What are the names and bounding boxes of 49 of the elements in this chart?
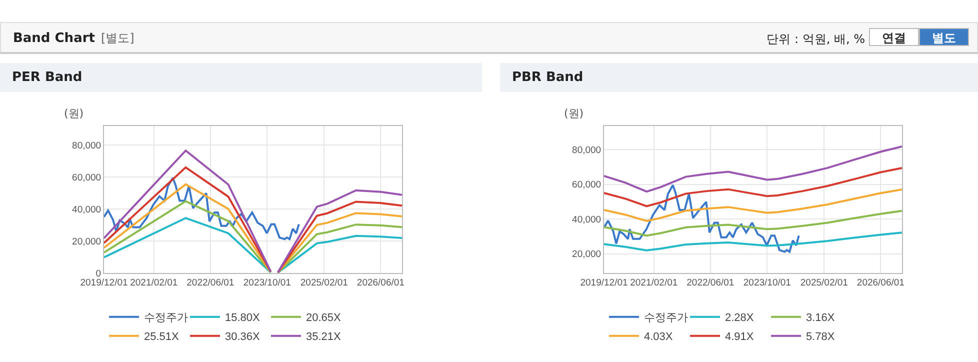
line-series xyxy=(604,188,902,222)
y-tick-label: 20,000 xyxy=(72,236,102,248)
y-axis-title: (원) xyxy=(564,107,584,120)
chart-title: PER Band xyxy=(0,63,482,92)
x-tick-label: 2022/06/01 xyxy=(186,277,234,288)
y-axis-title: (원) xyxy=(64,107,84,120)
x-tick-label: 2026/06/01 xyxy=(356,277,404,288)
legend-label: 5.78X xyxy=(806,331,836,344)
x-tick-label: 2025/02/01 xyxy=(800,277,848,288)
legend-label: 30.36X xyxy=(225,331,261,344)
legend-label: 20.65X xyxy=(306,312,342,324)
line-series xyxy=(104,176,300,240)
legend-label: 4.91X xyxy=(725,331,754,344)
legend-label: 2.28X xyxy=(725,312,754,324)
line-series xyxy=(604,232,902,252)
text: Band Chart xyxy=(13,31,95,46)
line-series xyxy=(604,184,800,253)
legend-label: 4.03X xyxy=(644,331,674,344)
text: 단위 : 억원, 배, % xyxy=(766,31,865,48)
x-tick-label: 2021/02/01 xyxy=(630,277,678,288)
line-series xyxy=(604,166,902,208)
y-tick-label: 20,000 xyxy=(572,249,602,260)
legend-label: 수정주가 xyxy=(644,312,688,324)
y-tick-label: 80,000 xyxy=(72,140,102,152)
y-tick-label: 80,000 xyxy=(572,144,602,156)
y-tick-label: 60,000 xyxy=(572,180,602,191)
x-tick-label: 2023/10/01 xyxy=(743,277,791,288)
y-tick-label: 40,000 xyxy=(572,214,602,226)
line-series xyxy=(604,210,902,237)
y-tick-label: 40,000 xyxy=(72,204,102,216)
text: 별도 xyxy=(919,28,969,46)
y-tick-label: 0 xyxy=(96,268,102,280)
text: 연결 xyxy=(869,28,919,46)
line-series xyxy=(604,146,902,193)
legend-label: 25.51X xyxy=(144,331,180,344)
x-tick-label: 2025/02/01 xyxy=(300,277,348,288)
x-tick-label: 2022/06/01 xyxy=(686,277,734,288)
x-tick-label: 2023/10/01 xyxy=(243,277,291,288)
legend-label: 35.21X xyxy=(306,331,342,344)
legend-label: 수정주가 xyxy=(144,312,188,324)
legend-label: 3.16X xyxy=(806,312,836,324)
text: [별도] xyxy=(100,31,134,45)
y-tick-label: 60,000 xyxy=(72,172,102,184)
x-tick-label: 2021/02/01 xyxy=(130,277,178,288)
x-tick-label: 2019/12/01 xyxy=(80,277,128,288)
x-tick-label: 2026/06/01 xyxy=(856,277,904,288)
x-tick-label: 2019/12/01 xyxy=(580,277,628,288)
chart-title: PBR Band xyxy=(500,63,978,92)
legend-label: 15.80X xyxy=(225,312,261,324)
